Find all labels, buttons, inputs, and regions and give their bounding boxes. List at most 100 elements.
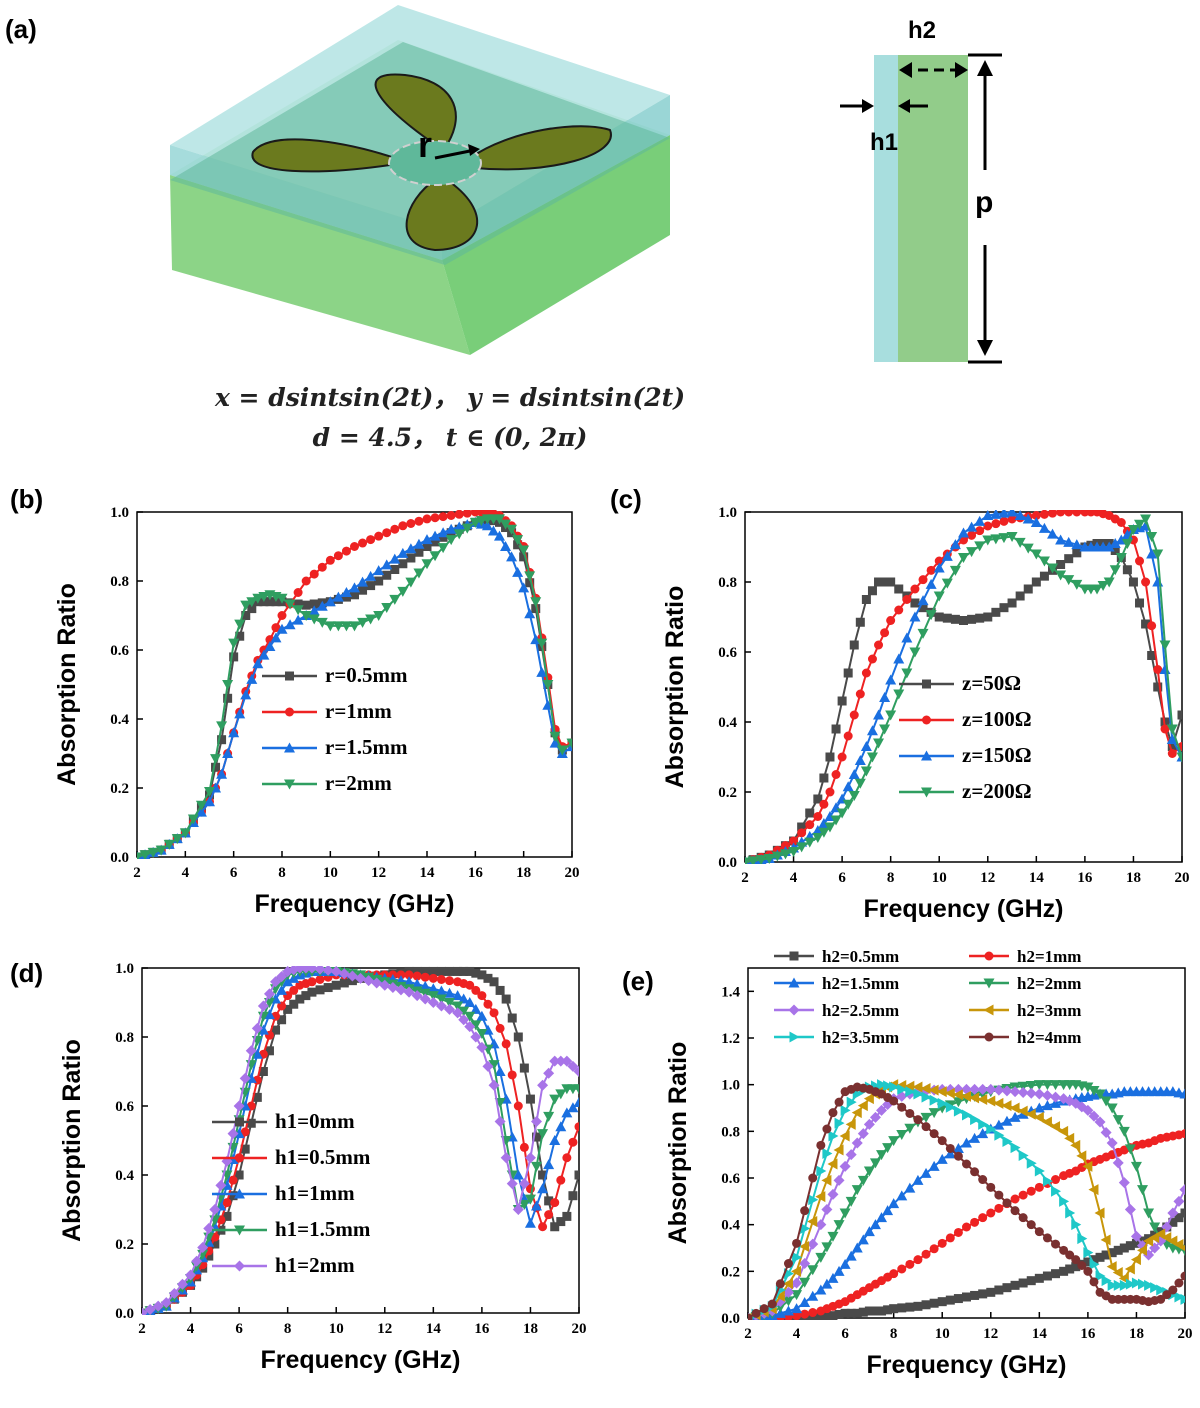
- data-point: [382, 570, 392, 580]
- data-point: [471, 968, 481, 978]
- data-point: [470, 1031, 482, 1043]
- data-point: [1153, 665, 1163, 674]
- data-point: [800, 1206, 810, 1216]
- data-point: [792, 1251, 803, 1263]
- x-tick-label: 14: [1029, 870, 1045, 886]
- data-point: [873, 738, 885, 749]
- data-point: [804, 837, 816, 848]
- data-point: [1055, 570, 1067, 581]
- data-point: [977, 1128, 989, 1139]
- data-point: [1179, 1088, 1185, 1099]
- data-point: [1152, 549, 1164, 560]
- data-point: [1174, 1278, 1184, 1288]
- data-point: [316, 617, 328, 628]
- data-point: [341, 592, 351, 602]
- petal-bottom: [405, 178, 479, 252]
- data-point: [929, 1244, 939, 1254]
- data-point: [1094, 1116, 1106, 1128]
- data-point: [815, 1191, 826, 1203]
- y-axis-label: Absorption Ratio: [664, 1042, 692, 1245]
- data-point: [846, 1308, 856, 1318]
- x-tick-label: 10: [323, 865, 338, 881]
- data-point: [406, 519, 416, 528]
- data-point: [556, 1175, 566, 1185]
- data-point: [270, 976, 282, 988]
- data-point: [525, 578, 535, 588]
- data-point: [271, 623, 281, 633]
- data-point: [483, 973, 493, 983]
- data-point: [1180, 1129, 1185, 1139]
- data-point: [438, 532, 448, 542]
- data-point: [1095, 1252, 1105, 1262]
- series-7: [748, 1079, 1185, 1320]
- data-point: [848, 769, 860, 779]
- data-point: [544, 1210, 554, 1220]
- data-point: [240, 600, 252, 611]
- data-point: [921, 1091, 932, 1103]
- data-point: [1002, 1283, 1012, 1293]
- data-point: [264, 641, 276, 652]
- data-point: [524, 608, 536, 619]
- data-point: [270, 632, 282, 643]
- chart-b: 2 4 6 8 10 12 14 16 18 20 0.0 0.2 0.4 0.6 0.8 1.0 Freque…: [53, 505, 580, 918]
- data-point: [223, 693, 233, 703]
- data-point: [543, 1067, 555, 1079]
- panel-label-e: (e): [622, 966, 654, 996]
- data-point: [941, 550, 953, 561]
- data-point: [1009, 1111, 1021, 1122]
- data-point: [828, 1130, 839, 1142]
- data-point: [970, 1114, 981, 1126]
- data-point: [808, 1194, 819, 1206]
- data-point: [501, 994, 511, 1004]
- data-point: [843, 731, 853, 741]
- data-point: [1089, 1255, 1099, 1265]
- y-tick-label: 0.0: [115, 1306, 134, 1322]
- data-point: [1109, 565, 1121, 576]
- data-point: [446, 510, 456, 520]
- data-point: [998, 533, 1010, 544]
- data-point: [412, 971, 422, 981]
- data-point: [821, 1242, 833, 1253]
- data-point: [258, 649, 270, 660]
- data-point: [1082, 1160, 1093, 1172]
- data-point: [998, 510, 1010, 518]
- data-point: [815, 1284, 827, 1295]
- data-point: [974, 541, 986, 552]
- x-axis-label: Frequency (GHz): [254, 890, 454, 918]
- x-tick-label: 12: [371, 865, 386, 881]
- data-point: [849, 710, 859, 720]
- h2-arrowhead-left: [899, 62, 912, 78]
- data-point: [974, 515, 986, 526]
- data-point: [909, 611, 921, 622]
- data-point: [970, 1167, 980, 1177]
- data-point: [1017, 1081, 1029, 1092]
- data-point: [825, 752, 835, 762]
- x-tick-label: 20: [572, 1321, 587, 1337]
- data-point: [350, 542, 359, 551]
- x-tick-label: 10: [932, 870, 947, 886]
- data-point: [990, 510, 1002, 519]
- data-point: [500, 519, 512, 530]
- data-point: [555, 1089, 567, 1100]
- data-point: [991, 607, 1001, 617]
- data-point: [893, 689, 905, 700]
- data-point: [966, 521, 978, 532]
- y-tick-label: 0.2: [110, 781, 129, 797]
- legend-marker: [285, 671, 294, 681]
- data-point: [420, 972, 430, 982]
- data-point: [864, 1306, 874, 1316]
- x-tick-label: 10: [329, 1321, 344, 1337]
- data-point: [1173, 1195, 1185, 1207]
- data-point: [1119, 1279, 1130, 1291]
- data-point: [217, 735, 227, 745]
- data-point: [1082, 1104, 1094, 1116]
- data-point: [842, 799, 854, 810]
- data-point: [857, 1128, 869, 1140]
- y-tick-label: 1.4: [721, 984, 740, 1000]
- data-point: [1070, 1139, 1081, 1151]
- data-point: [925, 610, 937, 621]
- data-point: [1137, 1244, 1148, 1256]
- data-point: [1118, 1177, 1130, 1189]
- series-3: [745, 510, 1182, 864]
- data-point: [857, 1100, 868, 1112]
